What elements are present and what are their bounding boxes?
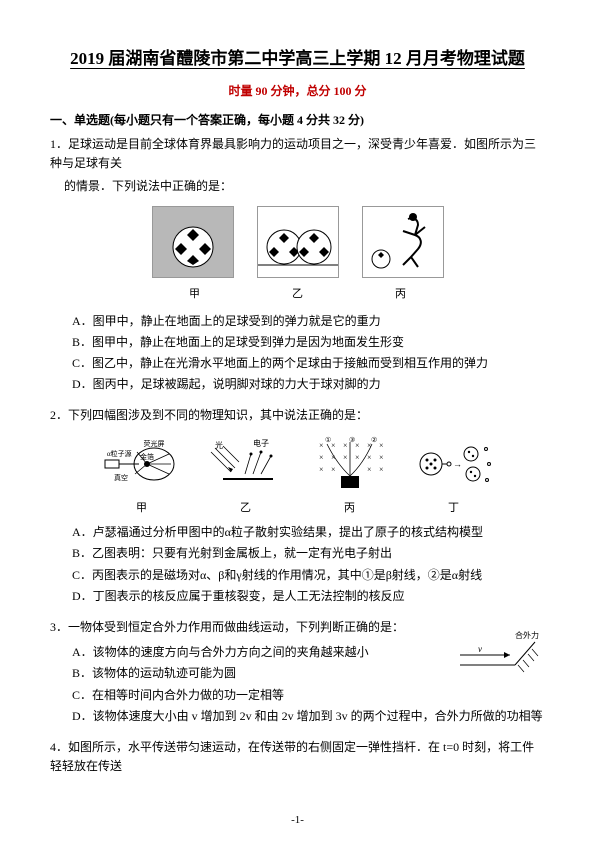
q1-figures xyxy=(50,206,545,278)
page-title: 2019 届湖南省醴陵市第二中学高三上学期 12 月月考物理试题 xyxy=(50,45,545,72)
q1-fig-jia xyxy=(152,206,234,278)
q1-label-bing: 丙 xyxy=(361,286,441,304)
svg-text:×: × xyxy=(319,465,324,474)
question-1: 1．足球运动是目前全球体育界最具影响力的运动项目之一，深受青少年喜爱．如图所示为… xyxy=(50,135,545,395)
svg-text:真空: 真空 xyxy=(114,473,128,482)
q2-options: A．卢瑟福通过分析甲图中的α粒子散射实验结果，提出了原子的核式结构模型 B．乙图… xyxy=(50,523,545,606)
q1-opt-b: B．图甲中，静止在地面上的足球受到弹力是因为地面发生形变 xyxy=(72,333,545,352)
q2-label-yi: 乙 xyxy=(203,500,288,518)
q2-text: 2．下列四幅图涉及到不同的物理知识，其中说法正确的是： xyxy=(50,406,545,425)
q3-figure: 合外力 v xyxy=(450,630,545,685)
q2-fig-jia: 荧光屏 金箔 α粒子源 真空 xyxy=(99,434,184,494)
svg-text:×: × xyxy=(379,441,384,450)
q2-fig-ding: → xyxy=(411,434,496,494)
q1-fig-bing xyxy=(362,206,444,278)
svg-text:×: × xyxy=(379,465,384,474)
q2-opt-b: B．乙图表明：只要有光射到金属板上，就一定有光电子射出 xyxy=(72,544,545,563)
svg-text:①: ① xyxy=(325,436,331,444)
q1-line2: 的情景．下列说法中正确的是： xyxy=(50,177,545,196)
page-number: -1- xyxy=(0,812,595,830)
q1-fig-labels: 甲 乙 丙 xyxy=(50,284,545,304)
svg-text:×: × xyxy=(367,453,372,462)
q2-fig-labels: 甲 乙 丙 丁 xyxy=(50,498,545,518)
svg-text:②: ② xyxy=(371,436,377,444)
exam-meta: 时量 90 分钟，总分 100 分 xyxy=(50,82,545,101)
q1-opt-a: A．图甲中，静止在地面上的足球受到的弹力就是它的重力 xyxy=(72,312,545,331)
svg-text:光: 光 xyxy=(215,440,223,450)
svg-text:×: × xyxy=(367,465,372,474)
q1-options: A．图甲中，静止在地面上的足球受到的弹力就是它的重力 B．图甲中，静止在地面上的… xyxy=(50,312,545,395)
q1-label-yi: 乙 xyxy=(258,286,338,304)
q1-line1: 1．足球运动是目前全球体育界最具影响力的运动项目之一，深受青少年喜爱．如图所示为… xyxy=(50,135,545,173)
q1-fig-yi xyxy=(257,206,339,278)
svg-text:×: × xyxy=(319,453,324,462)
q3-opt-d: D．该物体速度大小由 v 增加到 2v 和由 2v 增加到 3v 的两个过程中，… xyxy=(72,707,545,726)
q3-fig-label: 合外力 xyxy=(515,630,539,640)
svg-text:α粒子源: α粒子源 xyxy=(107,449,132,458)
q4-text: 4．如图所示，水平传送带匀速运动，在传送带的右侧固定一弹性挡杆．在 t=0 时刻… xyxy=(50,738,545,776)
svg-text:→: → xyxy=(453,459,462,469)
q2-label-jia: 甲 xyxy=(99,500,184,518)
question-2: 2．下列四幅图涉及到不同的物理知识，其中说法正确的是： 荧光屏 金箔 α粒子源 … xyxy=(50,406,545,606)
question-4: 4．如图所示，水平传送带匀速运动，在传送带的右侧固定一弹性挡杆．在 t=0 时刻… xyxy=(50,738,545,776)
svg-text:×: × xyxy=(319,441,324,450)
q2-opt-a: A．卢瑟福通过分析甲图中的α粒子散射实验结果，提出了原子的核式结构模型 xyxy=(72,523,545,542)
q2-opt-d: D．丁图表示的核反应属于重核裂变，是人工无法控制的核反应 xyxy=(72,587,545,606)
q2-figures: 荧光屏 金箔 α粒子源 真空 光 电子 xyxy=(50,434,545,494)
section-header: 一、单选题(每小题只有一个答案正确，每小题 4 分共 32 分) xyxy=(50,111,545,130)
q2-opt-c: C．丙图表示的是磁场对α、β和γ射线的作用情况，其中①是β射线，②是α射线 xyxy=(72,566,545,585)
svg-text:金箔: 金箔 xyxy=(140,452,154,461)
question-3: 3．一物体受到恒定合外力作用而做曲线运动，下列判断正确的是： 合外力 v A．该… xyxy=(50,618,545,726)
q1-opt-d: D．图丙中，足球被踢起，说明脚对球的力大于球对脚的力 xyxy=(72,375,545,394)
svg-text:v: v xyxy=(478,644,482,654)
svg-text:电子: 电子 xyxy=(253,438,269,448)
svg-text:×: × xyxy=(343,453,348,462)
q1-label-jia: 甲 xyxy=(155,286,235,304)
q3-opt-c: C．在相等时间内合外力做的功一定相等 xyxy=(72,686,545,705)
q2-label-bing: 丙 xyxy=(307,500,392,518)
svg-text:荧光屏: 荧光屏 xyxy=(144,439,165,448)
q2-fig-bing: ×××××× ×××××× ×××× ① ③ ② xyxy=(307,434,392,494)
svg-text:×: × xyxy=(355,441,360,450)
svg-text:×: × xyxy=(331,465,336,474)
svg-text:×: × xyxy=(355,453,360,462)
q2-fig-yi: 光 电子 xyxy=(203,434,288,494)
q2-label-ding: 丁 xyxy=(411,500,496,518)
q1-opt-c: C．图乙中，静止在光滑水平地面上的两个足球由于接触而受到相互作用的弹力 xyxy=(72,354,545,373)
svg-text:×: × xyxy=(379,453,384,462)
svg-text:×: × xyxy=(343,441,348,450)
svg-text:×: × xyxy=(331,441,336,450)
